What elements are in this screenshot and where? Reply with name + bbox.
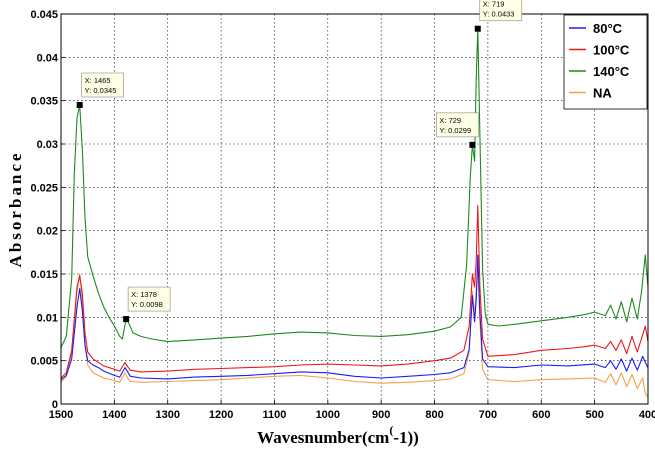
x-tick-label: 1000 [316,409,340,421]
data-tip-x-text: X: 729 [439,116,461,125]
data-tip-marker [123,316,130,323]
data-tip-marker [469,141,476,148]
x-tick-label: 1200 [209,409,233,421]
y-tick-labels: 0 0.005 0.01 0.015 0.02 0.025 0.03 0.035 0.04 0.0… [30,9,58,411]
data-tip-marker [76,102,83,108]
legend-entry-label: 140°C [593,64,630,79]
y-tick-label: 0.01 [37,312,58,324]
data-tip-y-text: Y: 0.0098 [131,300,163,309]
y-tick-label: 0.035 [30,96,58,108]
y-tick-label: 0 [52,399,58,411]
data-tip-x-text: X: 719 [483,0,505,9]
data-tip-box [81,72,124,98]
x-tick-label: 1500 [49,409,73,421]
data-tip-x-text: X: 1465 [85,76,111,85]
y-tick-label: 0.025 [30,182,58,194]
x-tick-label: 900 [372,409,390,421]
legend-box [563,14,648,110]
plot-frame [60,13,649,405]
y-axis-label: Absorbance [6,151,25,268]
legend: 80°C 100°C 140°C NA [563,14,648,110]
x-axis-label-tail: -1)) [393,428,418,447]
x-axis-label: Wavesnumber(cm(-1)) [257,423,419,447]
x-tick-label: 1100 [263,409,287,421]
x-tick-label: 700 [479,409,497,421]
data-tip-marker [474,25,481,32]
y-tick-label: 0.005 [30,356,58,368]
y-tick-label: 0.015 [30,269,58,281]
data-tip-box [436,112,479,138]
series-line [60,204,649,379]
data-tip-x-text: X: 1378 [131,290,157,299]
data-tip-box [479,0,523,22]
x-tick-label: 500 [585,409,603,421]
legend-entry-label: NA [593,86,612,101]
y-tick-label: 0.02 [37,226,58,238]
data-tip-y-text: Y: 0.0299 [439,126,471,135]
data-tip-y-text: Y: 0.0345 [85,86,117,95]
series-line [60,254,649,381]
data-tip-box [127,286,171,312]
legend-entry-label: 80°C [593,21,623,36]
x-tick-label: 1400 [102,409,126,421]
x-axis-label-superscript: ( [389,423,393,437]
legend-entry-label: 100°C [593,43,630,58]
series-line [60,264,649,398]
grid [60,13,649,405]
y-tick-label: 0.03 [37,139,58,151]
x-tick-labels: 1500 1400 1300 1200 1100 1000 900 800 700 600 500 4… [49,409,655,421]
x-tick-label: 800 [425,409,443,421]
data-tip-y-text: Y: 0.0433 [483,10,515,19]
series-line [60,28,649,348]
x-axis-label-main: Wavesnumber(cm [257,428,389,447]
y-tick-label: 0.04 [37,52,59,64]
x-tick-label: 600 [532,409,550,421]
y-tick-label: 0.045 [30,9,58,21]
series-lines [60,28,649,398]
x-tick-label: 400 [639,409,655,421]
x-tick-label: 1300 [155,409,179,421]
